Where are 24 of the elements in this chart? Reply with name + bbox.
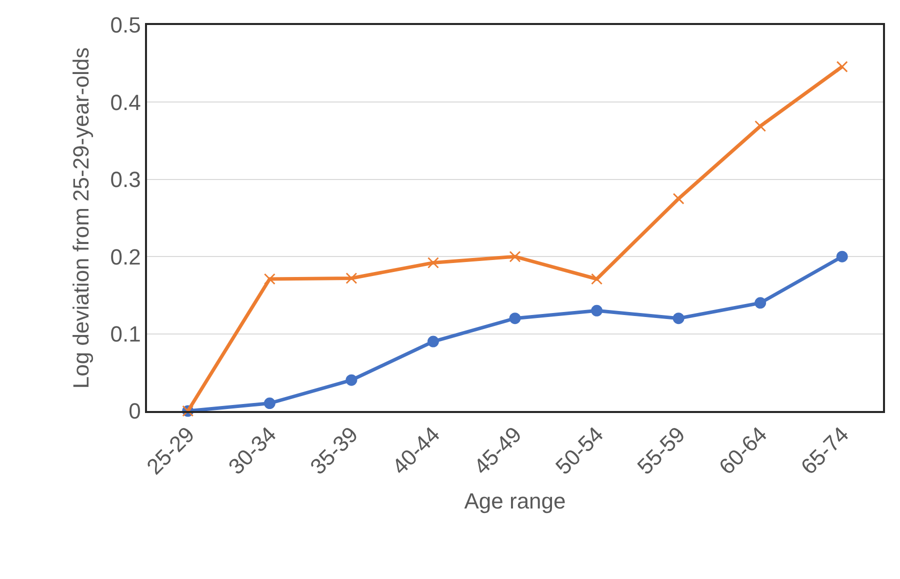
point: [264, 273, 276, 285]
y-tick-label: 0.3: [110, 167, 141, 192]
y-tick-label: 0.4: [110, 90, 141, 115]
point: [346, 272, 358, 284]
point: [754, 120, 766, 132]
y-axis-title: Log deviation from 25-29-year-olds: [68, 47, 94, 389]
point: [836, 250, 848, 262]
point: [754, 297, 766, 309]
point: [264, 398, 276, 410]
point: [427, 336, 439, 348]
y-tick-label: 0.5: [110, 12, 141, 38]
point: [509, 312, 521, 324]
point: [509, 250, 521, 262]
x-axis-title: Age range: [464, 488, 566, 514]
y-tick-label: 0.1: [110, 322, 141, 346]
point: [427, 257, 439, 269]
point: [591, 273, 603, 285]
point: [346, 374, 358, 386]
y-tick-label: 0: [128, 398, 141, 424]
point: [672, 192, 684, 204]
point: [672, 312, 684, 324]
point: [591, 304, 603, 316]
y-tick-label: 0.2: [110, 244, 141, 270]
point: [836, 60, 848, 72]
